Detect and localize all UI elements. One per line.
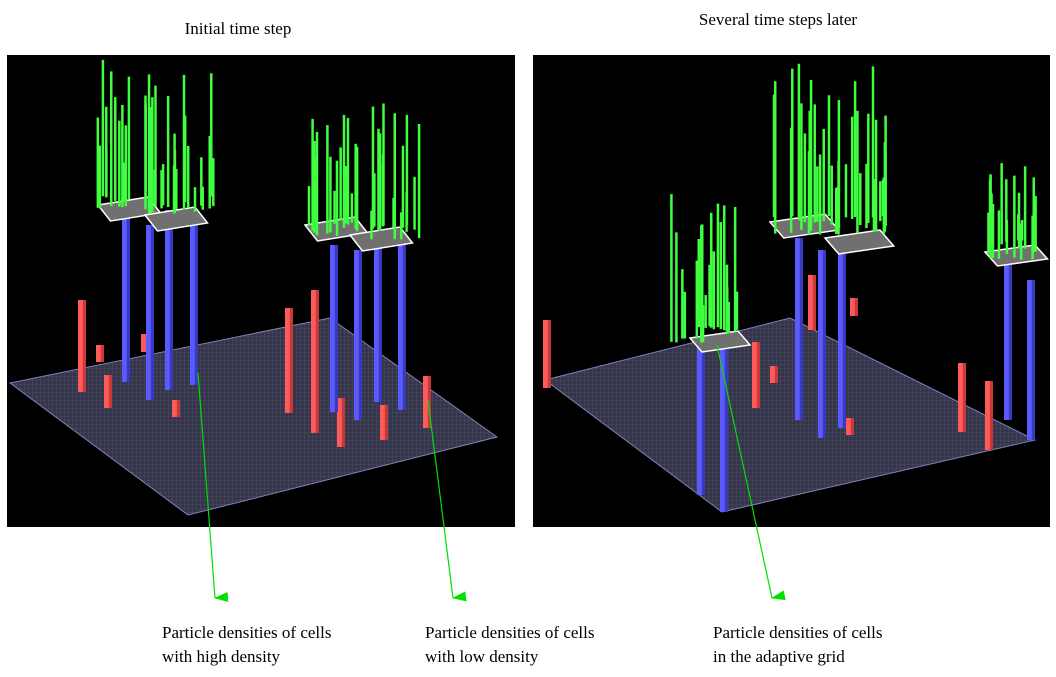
adaptive-column xyxy=(1032,280,1035,440)
adaptive-column xyxy=(170,210,173,390)
annotation: Particle densities of cells xyxy=(425,623,594,642)
low-density-column xyxy=(757,342,760,408)
low-density-column xyxy=(101,345,104,362)
adaptive-column xyxy=(823,250,826,438)
adaptive-column xyxy=(359,250,362,420)
adaptive-column xyxy=(1009,265,1012,420)
annotation: with high density xyxy=(162,647,281,666)
adaptive-column xyxy=(151,225,154,400)
low-density-column xyxy=(109,375,112,408)
low-density-column xyxy=(963,363,966,432)
low-density-column xyxy=(990,381,993,450)
low-density-column xyxy=(813,275,816,330)
adaptive-column xyxy=(725,345,728,512)
annotation: in the adaptive grid xyxy=(713,647,845,666)
low-density-column xyxy=(342,398,345,447)
annotation: Particle densities of cells xyxy=(162,623,331,642)
adaptive-column xyxy=(702,345,705,495)
adaptive-column xyxy=(379,245,382,402)
panel-title: Initial time step xyxy=(185,19,292,38)
adaptive-column xyxy=(843,245,846,428)
low-density-column xyxy=(851,418,854,435)
adaptive-column xyxy=(127,218,130,382)
low-density-column xyxy=(83,300,86,392)
annotation: Particle densities of cells xyxy=(713,623,882,642)
adaptive-column xyxy=(335,245,338,412)
figure: Initial time step Several time steps lat… xyxy=(0,0,1056,677)
adaptive-column xyxy=(800,238,803,420)
low-density-column xyxy=(385,405,388,440)
adaptive-column xyxy=(195,222,198,385)
low-density-column xyxy=(775,366,778,383)
low-density-column xyxy=(855,298,858,316)
low-density-column xyxy=(316,290,319,433)
low-density-column xyxy=(548,320,551,388)
adaptive-column xyxy=(403,240,406,410)
annotation: with low density xyxy=(425,647,539,666)
low-density-column xyxy=(290,308,293,413)
low-density-column xyxy=(177,400,180,417)
panel-title: Several time steps later xyxy=(699,10,857,29)
